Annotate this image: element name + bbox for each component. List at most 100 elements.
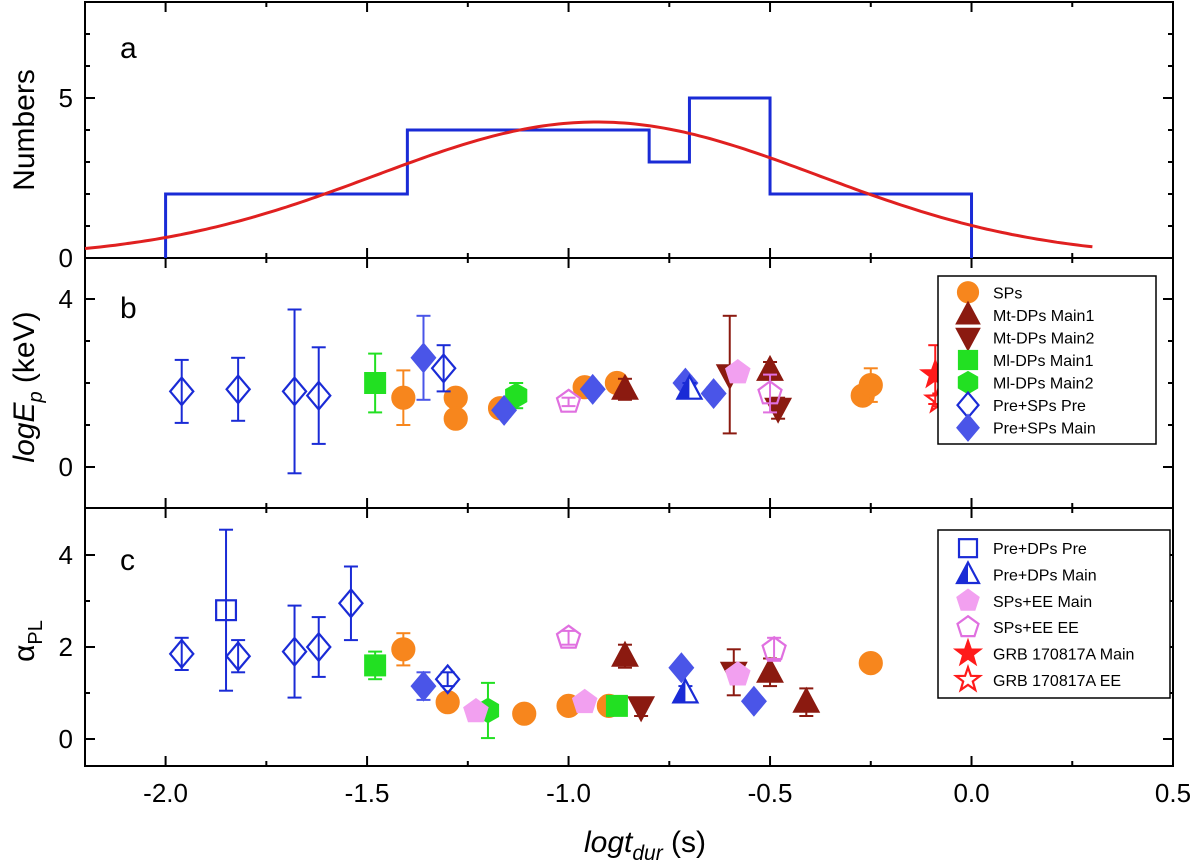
y-tick-label: 0 [59,724,73,754]
legends: SPs Mt-DPs Main1 Mt-DPs Main2 Ml-DPs Main1 M… [937,275,1171,699]
marker-triangle-up [611,640,639,667]
marker-diamond [337,587,364,619]
marker-diamond [410,342,437,374]
marker-diamond [491,394,518,426]
legend-entry: Ml-DPs Main1 [957,349,1094,371]
series-mt-dps-main1 [611,354,821,717]
legend-label: SPs+EE Main [993,594,1092,611]
marker-star [952,663,984,693]
panel-letter: b [120,292,137,325]
series-sps-ee-ee [555,373,787,662]
gaussian-fit-curve [84,120,1093,250]
legend-label: Ml-DPs Main1 [993,353,1094,370]
legend-label: Mt-DPs Main1 [993,308,1094,325]
marker-circle [391,637,416,662]
marker-triangle-half [955,560,981,585]
legend-label: GRB 170817A Main [993,647,1134,664]
legend-entry: Mt-DPs Main2 [955,327,1094,352]
marker-triangle-down [627,696,656,723]
panel-frame [84,507,1174,767]
series-pre-dps-main [671,373,704,704]
marker-circle [443,406,468,431]
marker-square [605,694,628,717]
marker-diamond [168,375,195,407]
marker-diamond [281,636,308,668]
series-sps [391,367,883,726]
marker-pentagon [757,380,783,405]
y-axis-label: Numbers [8,69,41,191]
y-tick-label: 0 [59,452,73,482]
marker-circle [512,701,537,726]
marker-triangle-half [675,373,704,400]
y-axis-label-sub: p [25,391,47,403]
series-pre-sps-main [410,314,767,717]
marker-circle [858,373,883,398]
y-axis-label-unit: (keV) [8,311,41,391]
marker-square [957,349,979,371]
marker-star [952,637,984,667]
marker-diamond [410,670,437,702]
marker-triangle-up [955,300,981,325]
marker-circle [956,281,980,304]
y-tick-label: 4 [59,284,73,314]
panels: 0 5 a Numbers 0 4 b logEp (keV) 0 2 4 c αPL -2.0 -1.5 -… [8,1,1191,808]
legend-entry: Pre+DPs Main [955,560,1097,585]
y-axis-label-sub: PL [25,620,47,644]
y-tick-label: 0 [59,243,73,273]
legend-label: SPs+EE EE [993,620,1079,637]
series-ml-dps-main2 [476,382,528,740]
legend-label: SPs [993,285,1022,302]
marker-pentagon [571,688,598,714]
legend-entry: SPs+EE Main [956,588,1092,611]
marker-triangle-up [611,373,639,400]
marker-pentagon [463,697,489,723]
marker-half-fill [673,679,686,703]
marker-pentagon [761,635,787,661]
marker-triangle-half [671,677,700,704]
marker-diamond [305,631,332,663]
marker-hexagon [957,370,979,395]
marker-half-fill [957,562,968,583]
x-tick-label: 0.5 [1155,778,1191,808]
legend-label: Pre+DPs Pre [993,541,1087,558]
legend-entry: Pre+SPs Main [956,413,1096,442]
legend-label: GRB 170817A EE [993,673,1121,690]
marker-pentagon [956,614,980,638]
marker-circle [435,690,460,715]
series-pre-dps-pre [215,528,238,692]
marker-pentagon [555,388,582,413]
x-axis-label-main: logt [584,826,634,859]
legend-entry: SPs+EE EE [956,614,1079,638]
series-pre-sps-pre [168,308,461,699]
panel-letter: a [120,32,137,65]
y-tick-label: 5 [59,83,73,113]
y-axis-label: αPL [8,620,47,662]
marker-diamond [168,638,195,670]
marker-circle [443,385,468,410]
legend-panel-b: SPs Mt-DPs Main1 Mt-DPs Main2 Ml-DPs Main1 M… [937,275,1157,445]
marker-diamond [225,640,252,672]
histogram-steps [164,96,974,258]
marker-square [215,599,238,622]
marker-diamond [281,375,308,407]
legend-label: Ml-DPs Main2 [993,376,1094,393]
legend-panel-c: Pre+DPs Pre Pre+DPs Main SPs+EE Main SPs+EE… [937,529,1171,699]
series-ml-dps-main1 [364,352,628,717]
x-axis-label-sub: dur [632,842,663,865]
x-tick-label: -2.0 [143,778,188,808]
marker-square [364,372,387,395]
marker-pentagon [956,588,980,611]
data-marks [84,96,1093,740]
marker-pentagon [555,624,582,649]
marker-diamond [225,373,252,405]
marker-half-fill [677,376,690,399]
legend-label: Pre+SPs Main [993,421,1096,438]
marker-triangle-up [792,686,821,713]
x-tick-label: 0.0 [953,778,989,808]
marker-diamond [305,380,332,412]
legend-entry: Mt-DPs Main1 [955,300,1094,325]
legend-label: Mt-DPs Main2 [993,330,1094,347]
legend-entry: Pre+DPs Pre [957,538,1087,559]
y-axis-label: logEp (keV) [8,311,47,462]
